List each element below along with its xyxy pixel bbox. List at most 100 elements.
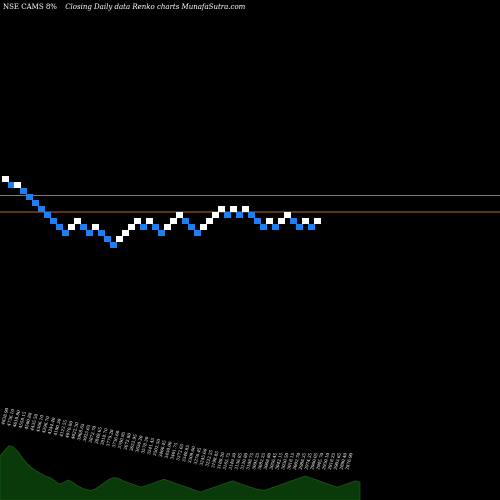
price-label: 2974.25	[303, 452, 312, 470]
price-label: 3276.45	[193, 447, 202, 465]
price-label: 3309.60	[187, 445, 196, 463]
price-label: 3340.85	[181, 444, 190, 462]
renko-brick-up	[266, 218, 273, 224]
price-label: 2876.90	[344, 452, 353, 470]
renko-brick-down	[308, 224, 315, 230]
volume-area	[0, 445, 361, 500]
renko-brick-up	[218, 206, 225, 212]
price-label: 3652.95	[128, 433, 137, 451]
renko-brick-up	[92, 224, 99, 230]
renko-brick-down	[86, 230, 93, 236]
price-label: 2918.25	[327, 452, 336, 470]
renko-brick-up	[278, 218, 285, 224]
price-label: 3198.85	[210, 450, 219, 468]
price-label: 3372.65	[175, 443, 184, 461]
renko-brick-down	[272, 224, 279, 230]
renko-brick-up	[242, 206, 249, 212]
renko-brick-down	[8, 182, 15, 188]
renko-brick-down	[80, 224, 87, 230]
chart-title: NSE CAMS 8% Closing Daily data Renko cha…	[3, 3, 246, 11]
price-label: 3149.30	[228, 452, 237, 470]
price-label: 3222.25	[204, 449, 213, 467]
price-label: 3068.80	[263, 452, 272, 470]
renko-brick-up	[206, 218, 213, 224]
renko-brick-down	[20, 188, 27, 194]
renko-brick-down	[236, 212, 243, 218]
price-label: 3401.75	[169, 442, 178, 460]
price-label: 4296.70	[41, 415, 50, 433]
price-label: 3466.45	[158, 439, 167, 457]
price-label: 3002.70	[292, 452, 301, 470]
renko-brick-down	[26, 194, 33, 200]
renko-brick-up	[176, 212, 183, 218]
renko-brick-up	[2, 176, 9, 182]
renko-brick-up	[74, 218, 81, 224]
price-label: 4435.50	[29, 413, 38, 431]
renko-brick-up	[146, 218, 153, 224]
chart-symbol: NSE CAMS 8%	[3, 3, 57, 11]
price-label: 2890.40	[338, 452, 347, 470]
price-label: 2960.05	[309, 452, 318, 470]
price-label: 3818.70	[99, 427, 108, 445]
price-label: 3095.25	[251, 452, 260, 470]
renko-brick-up	[68, 224, 75, 230]
renko-brick-down	[56, 224, 63, 230]
renko-brick-down	[290, 218, 297, 224]
renko-brick-up	[170, 218, 177, 224]
renko-brick-down	[140, 224, 147, 230]
price-label: 3502.50	[152, 438, 161, 456]
price-label: 3700.95	[117, 431, 126, 449]
price-label: 3082.25	[257, 452, 266, 470]
renko-bricks	[2, 176, 321, 248]
renko-brick-down	[260, 224, 267, 230]
price-label: 3923.65	[82, 424, 91, 442]
price-label: 2945.70	[315, 452, 324, 470]
price-label: 3736.60	[111, 430, 120, 448]
price-label: 3968.65	[76, 423, 85, 441]
price-label: 2930.10	[321, 452, 330, 470]
renko-brick-down	[62, 230, 69, 236]
price-label: 3180.20	[216, 451, 225, 469]
price-label: 4190.30	[53, 418, 62, 436]
renko-brick-up	[200, 224, 207, 230]
price-label: 3056.45	[268, 452, 277, 470]
renko-brick-up	[314, 218, 321, 224]
price-label: 4123.55	[58, 419, 67, 437]
price-label: 3042.15	[274, 452, 283, 470]
price-label: 3245.60	[198, 448, 207, 466]
price-label: 4736.10	[6, 408, 15, 426]
price-label: 3849.65	[93, 426, 102, 444]
renko-brick-down	[44, 212, 51, 218]
price-label: 3108.75	[245, 452, 254, 470]
price-label: 3030.50	[280, 452, 289, 470]
price-label: 4070.80	[64, 420, 73, 438]
price-label: 3779.20	[105, 429, 114, 447]
price-label: 4244.40	[47, 417, 56, 435]
renko-brick-down	[254, 218, 261, 224]
renko-brick-up	[164, 224, 171, 230]
price-label: 3672.80	[123, 432, 132, 450]
renko-brick-down	[50, 218, 57, 224]
renko-brick-up	[284, 212, 291, 218]
price-label: 3018.15	[286, 452, 295, 470]
renko-brick-down	[194, 230, 201, 236]
renko-brick-up	[302, 218, 309, 224]
renko-brick-up	[122, 230, 129, 236]
renko-brick-down	[188, 224, 195, 230]
price-label: 3165.75	[222, 452, 231, 470]
renko-brick-down	[104, 236, 111, 242]
renko-brick-down	[248, 212, 255, 218]
price-label: 3136.85	[233, 452, 242, 470]
renko-brick-down	[152, 224, 159, 230]
price-label: 2903.65	[333, 452, 342, 470]
price-label: 4366.10	[35, 414, 44, 432]
price-label: 3620.20	[134, 435, 143, 453]
renko-brick-up	[230, 206, 237, 212]
renko-brick-down	[158, 230, 165, 236]
price-label: 4610.80	[12, 409, 21, 427]
price-labels: 4838.904736.104610.804558.154500.804435.…	[0, 407, 354, 470]
price-label: 3430.00	[163, 441, 172, 459]
renko-brick-down	[110, 242, 117, 248]
